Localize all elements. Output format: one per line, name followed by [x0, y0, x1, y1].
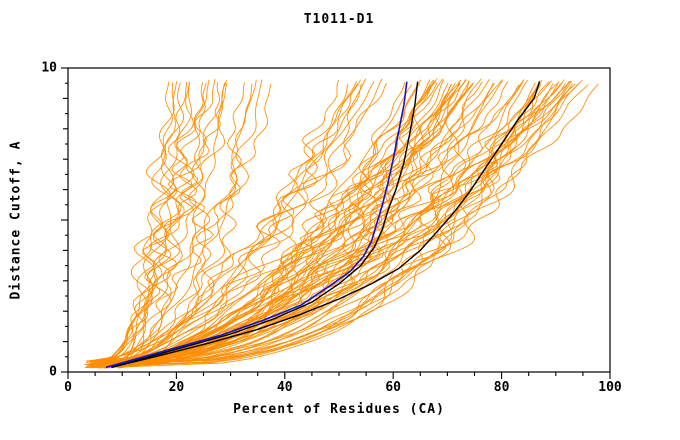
x-tick-label: 40 — [276, 380, 293, 395]
x-tick-label: 100 — [598, 380, 622, 395]
x-axis-label: Percent of Residues (CA) — [233, 402, 445, 417]
series-model-black-right — [111, 81, 541, 369]
ensemble-curves — [84, 78, 599, 369]
y-tick-label: 0 — [49, 364, 57, 380]
y-tick-label: 10 — [41, 60, 57, 76]
series-model-black-left — [111, 81, 419, 369]
axis-ticks — [61, 67, 611, 379]
chart-title: T1011-D1 — [303, 12, 375, 27]
y-axis-label: Distance Cutoff, A — [8, 140, 24, 300]
x-tick-label: 80 — [493, 380, 510, 395]
series-model-blue — [105, 81, 408, 369]
plot-frame — [67, 67, 611, 373]
x-tick-label: 20 — [168, 380, 185, 395]
x-tick-label: 0 — [64, 380, 72, 395]
x-tick-label: 60 — [385, 380, 402, 395]
